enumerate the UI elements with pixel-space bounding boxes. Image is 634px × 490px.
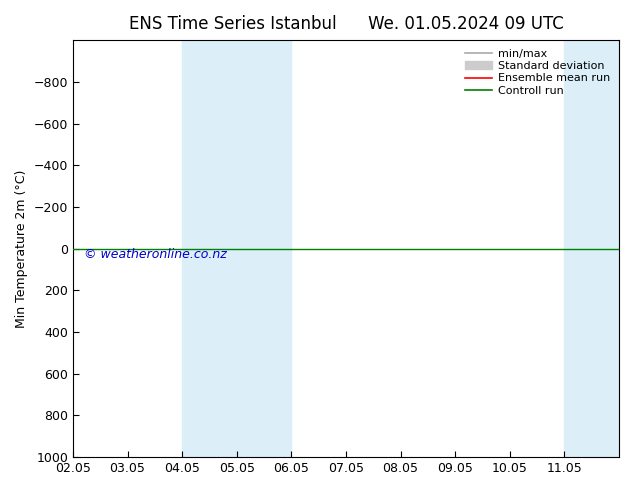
Y-axis label: Min Temperature 2m (°C): Min Temperature 2m (°C) — [15, 170, 28, 328]
Legend: min/max, Standard deviation, Ensemble mean run, Controll run: min/max, Standard deviation, Ensemble me… — [461, 46, 614, 99]
Bar — [182, 40, 292, 457]
Text: © weatheronline.co.nz: © weatheronline.co.nz — [84, 248, 226, 261]
Title: ENS Time Series Istanbul      We. 01.05.2024 09 UTC: ENS Time Series Istanbul We. 01.05.2024 … — [129, 15, 564, 33]
Bar — [564, 40, 634, 457]
